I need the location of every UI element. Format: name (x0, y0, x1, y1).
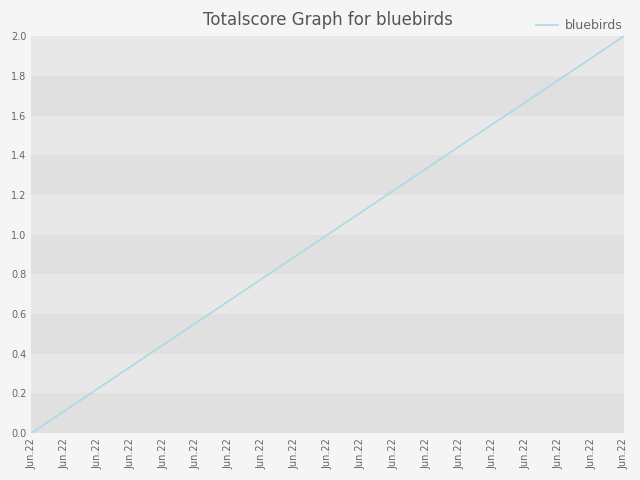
Bar (31, 235, 624, 275)
Legend: bluebirds: bluebirds (531, 14, 627, 37)
Bar (31, 36, 624, 76)
Bar (31, 195, 624, 235)
Title: Totalscore Graph for bluebirds: Totalscore Graph for bluebirds (203, 11, 452, 29)
Bar (31, 394, 624, 433)
Bar (31, 354, 624, 394)
Bar (31, 275, 624, 314)
Bar (31, 314, 624, 354)
Bar (31, 76, 624, 116)
Bar (31, 156, 624, 195)
Bar (31, 116, 624, 156)
